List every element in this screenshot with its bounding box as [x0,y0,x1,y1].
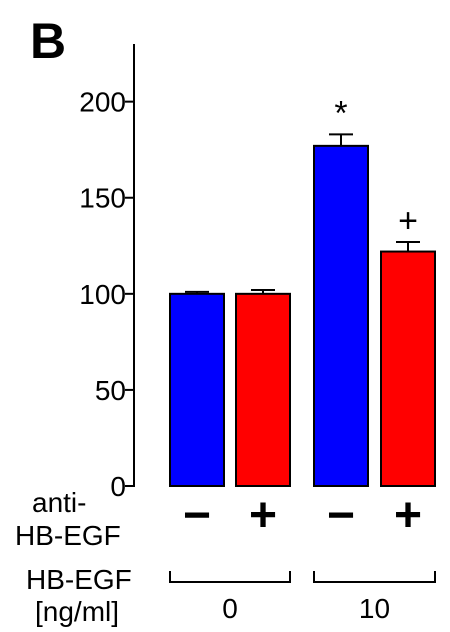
bars-group [169,133,436,487]
anti-hb-egf-sign: − [183,489,211,542]
y-tick-label: 150 [79,183,126,214]
group-bracket [169,571,291,583]
anti-hb-egf-sign: + [249,489,277,542]
y-tick-label: 0 [110,471,126,502]
group-label: 0 [222,593,238,624]
hb-egf-label-line1: HB-EGF [26,564,132,595]
bar [169,292,225,487]
significance-mark: * [334,94,347,132]
hb-egf-groups: 0 10 [169,571,436,624]
anti-hb-egf-label-line1: anti- [32,487,86,518]
y-tick-label: 200 [79,87,126,118]
anti-hb-egf-signs: − + − + [183,489,422,542]
hb-egf-label-line2: [ng/ml] [35,596,119,627]
anti-hb-egf-label-line2: HB-EGF [15,520,121,551]
panel-label: B [30,13,66,69]
bar [235,292,291,487]
anti-hb-egf-sign: − [327,489,355,542]
anti-hb-egf-sign: + [394,489,422,542]
group-label: 10 [359,593,390,624]
bar [313,144,369,487]
bar [380,250,436,487]
y-tick-label: 100 [79,279,126,310]
significance-annotations: *+ [334,94,418,240]
y-tick-label: 50 [95,375,126,406]
y-axis: 0 50 100 150 200 [79,44,135,502]
group-bracket [313,571,436,583]
significance-mark: + [398,202,418,240]
